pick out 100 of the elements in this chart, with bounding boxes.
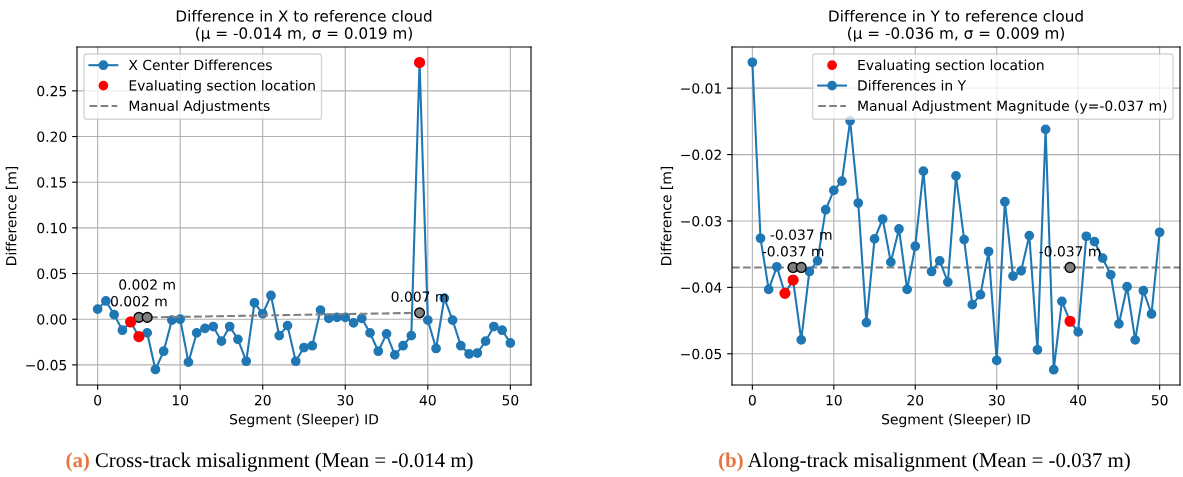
point [1081,231,1092,242]
x-tick-label: 40 [419,394,436,406]
point [926,266,937,277]
x-tick-label: 50 [1151,394,1168,406]
y-tick-label: −0.05 [681,348,722,360]
point [208,321,219,332]
point [828,185,839,196]
point [422,315,433,326]
legend-label: Manual Adjustment Magnitude (y=-0.037 m) [858,100,1167,114]
point [365,328,375,338]
point [348,318,359,328]
point [92,304,103,315]
point [918,166,929,177]
point [796,334,807,345]
point [505,338,516,348]
x-tick-label: 40 [1070,394,1087,406]
point [837,176,847,186]
y-tick-label: −0.01 [681,83,721,94]
point [967,299,978,310]
point [1057,296,1067,307]
x-tick-label: 10 [826,394,842,406]
point [307,340,318,351]
point [853,198,864,208]
y-tick-label: 0.00 [37,314,67,325]
point [117,325,128,336]
y-tick-label: 0.20 [37,131,67,142]
point [1146,309,1157,319]
chart-subtitle: (μ = -0.036 m, σ = 0.009 m) [848,27,1064,42]
point [1032,344,1043,355]
point [1089,236,1100,247]
point [142,328,153,338]
x-tick-label: 20 [907,394,924,406]
point [1040,124,1051,135]
point [975,289,986,300]
point [266,290,276,301]
point [1105,269,1116,280]
point [274,330,285,341]
x-tick-label: 30 [337,394,354,406]
point [480,336,491,347]
point [290,356,301,367]
point [747,57,758,68]
y-tick-label: −0.03 [681,215,722,227]
point [455,340,466,351]
point [1048,364,1059,375]
point [141,311,153,323]
y-tick-label: −0.04 [681,282,722,293]
point [389,349,400,360]
text: (a) [66,452,89,472]
point [869,234,880,244]
point [1000,196,1010,207]
point [150,364,161,375]
legend-label: Evaluating section location [858,59,1044,73]
point [406,330,417,341]
point [1016,265,1027,276]
point [183,357,194,368]
point [488,321,499,332]
y-tick-label: 0.15 [37,177,67,188]
x-tick-label: 50 [502,394,519,406]
point [1130,334,1141,345]
point [299,342,309,353]
point [861,317,872,328]
point [1138,285,1149,296]
point [1122,281,1132,292]
point [1073,327,1084,337]
point [109,309,120,320]
x-tick-label: 10 [172,394,189,406]
point [991,355,1002,366]
point [224,321,235,332]
point [804,266,815,277]
point [158,346,169,357]
point [951,170,961,181]
chart-title: Difference in Y to reference cloud [829,9,1083,22]
x-axis-title: Segment (Sleeper) ID [882,413,1031,428]
point [431,343,441,354]
point [216,336,227,347]
point [902,284,912,295]
point [1154,227,1165,238]
point [959,234,970,245]
point [282,320,293,331]
point [983,246,994,257]
point [381,328,392,339]
point [414,307,426,319]
y-tick-label: 0.05 [37,268,67,280]
point [472,348,483,358]
y-tick-label: 0.10 [37,222,67,234]
x-tick-label: 30 [988,394,1005,406]
y-axis-title: Difference [m] [660,166,674,265]
y-axis-title: Difference [m] [5,166,19,265]
point [771,261,782,272]
legend-label: Differences in Y [858,79,967,91]
y-tick-label: 0.25 [37,85,67,97]
x-tick-label: 0 [94,394,102,406]
point [464,349,474,359]
point [191,328,202,338]
point [795,261,807,274]
point [101,296,111,306]
point [373,346,384,357]
legend-label: Manual Adjustments [129,100,270,114]
point [820,204,831,215]
point [241,356,252,367]
